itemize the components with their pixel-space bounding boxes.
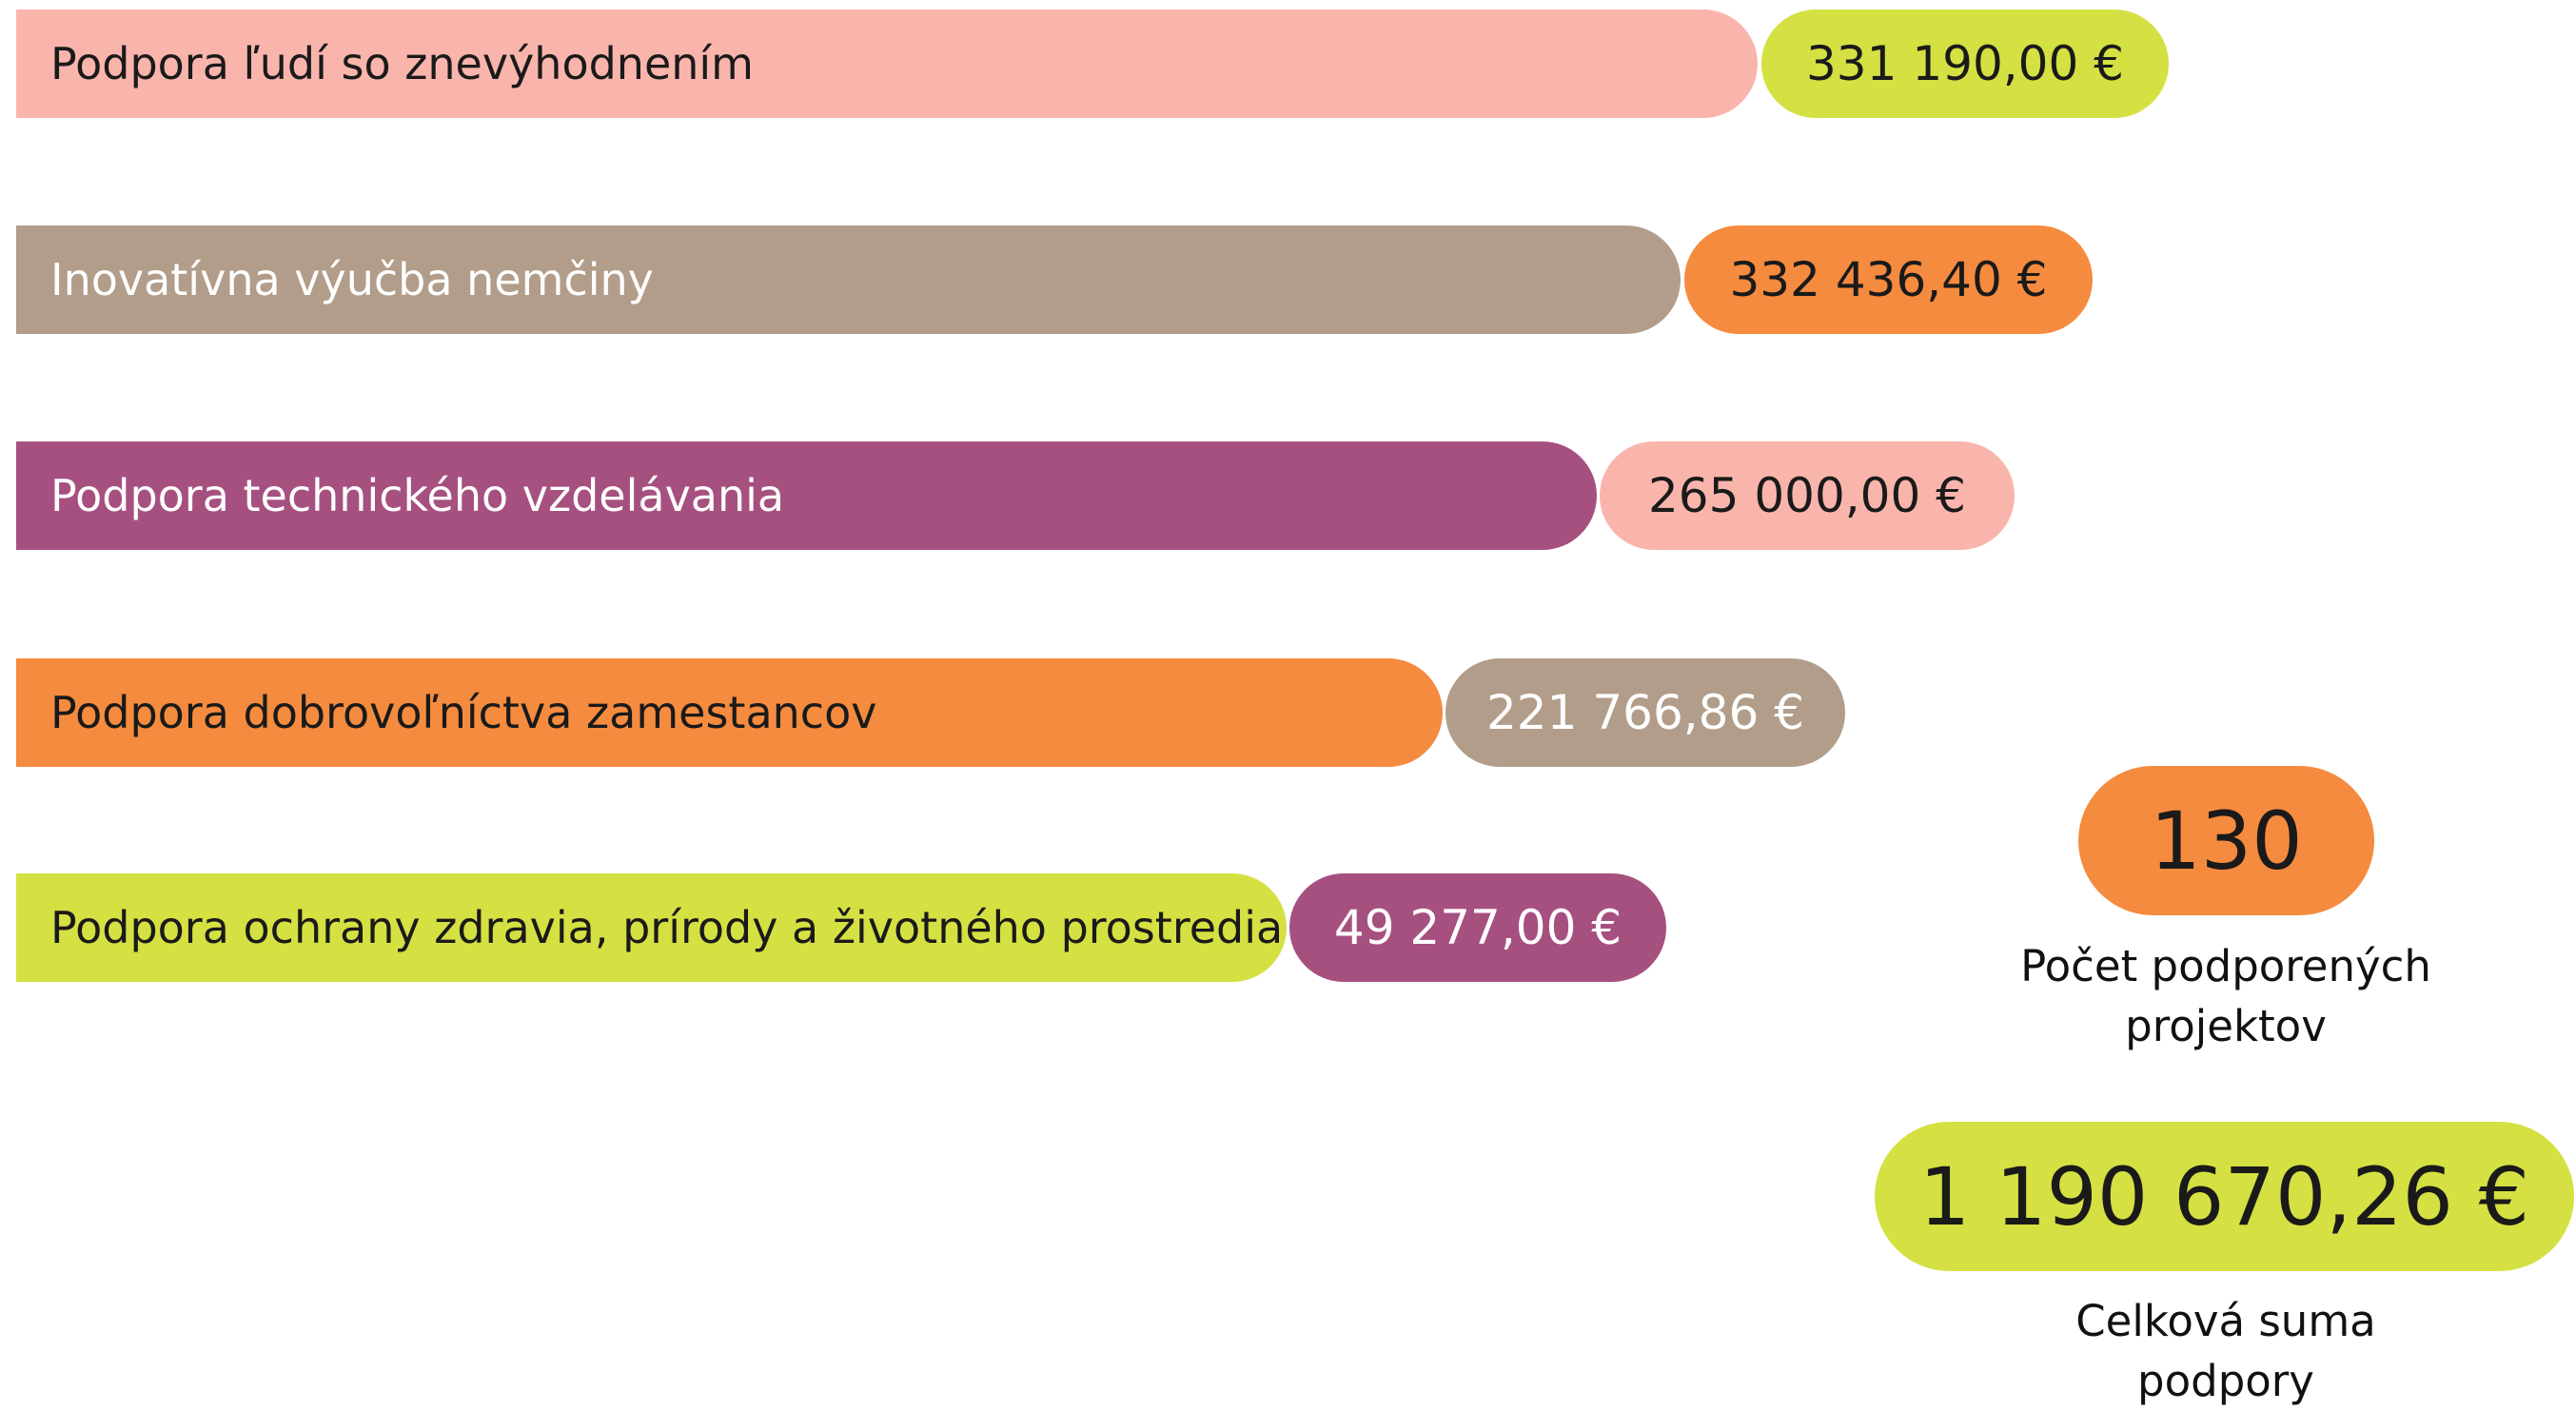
stat-value: 130 [2078, 766, 2374, 915]
category-bar: Podpora technického vzdelávania [16, 441, 1597, 550]
stat-label: Celková suma podpory [2075, 1296, 2376, 1406]
amount-pill: 331 190,00 € [1761, 10, 2169, 118]
category-bar: Podpora ľudí so znevýhodnením [16, 10, 1758, 118]
stat-value: 1 190 670,26 € [1875, 1122, 2574, 1271]
amount-pill: 265 000,00 € [1600, 441, 2015, 550]
amount-pill: 49 277,00 € [1289, 873, 1666, 982]
category-bar: Inovatívna výučba nemčiny [16, 225, 1681, 334]
stat-label: Počet podporených projektov [2020, 941, 2431, 1051]
category-bar: Podpora dobrovoľníctva zamestancov [16, 658, 1443, 767]
category-bar: Podpora ochrany zdravia, prírody a život… [16, 873, 1287, 982]
amount-pill: 221 766,86 € [1445, 658, 1845, 767]
amount-pill: 332 436,40 € [1684, 225, 2093, 334]
